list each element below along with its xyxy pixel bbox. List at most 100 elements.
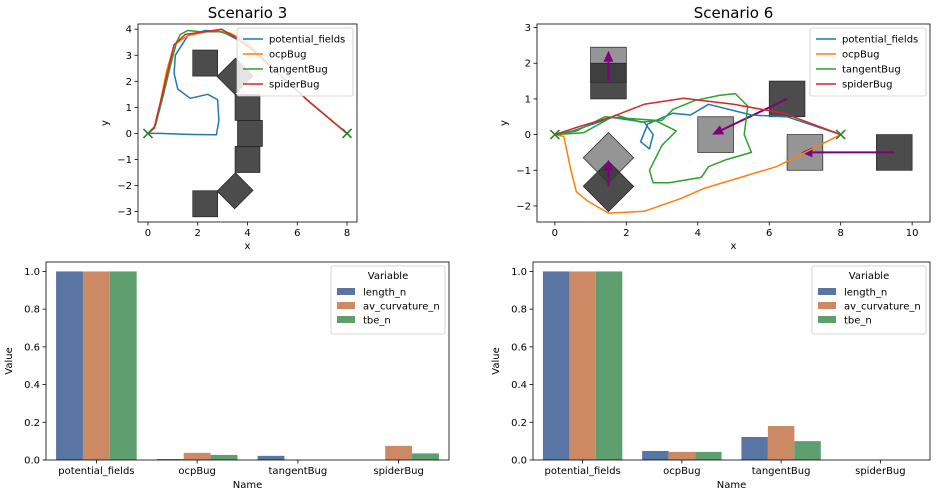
y-tick-label: 0.6: [511, 342, 527, 353]
bar-spiderbug-tbe-n: [412, 453, 439, 460]
bar-ocpbug-tbe-n: [210, 454, 238, 460]
legend: Variable length_n av_curvature_n tbe_n: [330, 265, 446, 335]
start-marker: [549, 129, 560, 140]
plot-area: [554, 46, 913, 214]
x-tick-label: 2: [623, 228, 629, 239]
legend-swatch-tbe-n: [818, 316, 836, 323]
legend-label-spiderbug: spiderBug: [269, 80, 320, 91]
obstacle: [216, 172, 254, 210]
legend-label-ocpbug: ocpBug: [269, 50, 307, 61]
bar-ocpbug-length-n: [156, 459, 184, 460]
y-tick-label: 1: [126, 103, 132, 114]
x-axis-label: Name: [233, 480, 263, 491]
bar-potential-fields-tbe-n: [109, 271, 137, 460]
y-tick-label: −2: [117, 181, 132, 192]
bar-ocpbug-tbe-n: [695, 451, 722, 460]
velocity-arrow: [721, 98, 788, 131]
x-tick-label: tangentBug: [269, 466, 328, 477]
y-tick-label: 1.0: [511, 267, 527, 278]
y-tick-label: 0: [126, 129, 132, 140]
x-tick-label: potential_fields: [58, 466, 134, 477]
y-tick-label: 0.2: [511, 418, 527, 429]
x-tick-label: spiderBug: [373, 466, 424, 477]
path-tangentbug: [554, 92, 753, 184]
y-tick-label: 0.4: [511, 380, 527, 391]
x-tick-label: ocpBug: [663, 466, 701, 477]
x-tick-label: ocpBug: [178, 466, 216, 477]
legend-swatch-tbe-n: [337, 316, 355, 323]
legend-box: [809, 27, 927, 97]
legend-label-tbe-n: tbe_n: [363, 316, 391, 327]
x-tick-label: 4: [244, 228, 250, 239]
y-tick-label: −2: [516, 201, 531, 212]
x-tick-label: tangentBug: [752, 466, 811, 477]
bar-tangentbug-length-n: [741, 436, 768, 460]
legend-label-tangentbug: tangentBug: [842, 65, 901, 76]
legend: potential_fields ocpBug tangentBug spiderBu…: [809, 27, 927, 97]
bar-ocpbug-av-curvature-n: [183, 452, 211, 460]
chart-title: Scenario 3: [208, 4, 288, 22]
bar-spiderbug-av-curvature-n: [385, 445, 413, 460]
bar-potential-fields-av-curvature-n: [569, 271, 596, 460]
x-tick-label: 6: [766, 228, 772, 239]
bar-potential-fields-av-curvature-n: [82, 271, 110, 460]
velocity-arrow-head: [712, 125, 725, 135]
chart-title: Scenario 6: [694, 4, 774, 22]
legend-label-potential-fields: potential_fields: [269, 35, 345, 46]
bar-tangentbug-tbe-n: [794, 441, 821, 460]
y-tick-label: 4: [126, 25, 132, 36]
y-tick-label: 0.6: [24, 342, 40, 353]
y-tick-label: 3: [126, 51, 132, 62]
y-tick-label: 0.0: [511, 456, 527, 467]
legend-label-tangentbug: tangentBug: [269, 65, 328, 76]
bar-tangentbug-length-n: [257, 455, 285, 460]
scenario-3-bar-chart: potential_fields ocpBug tangentBug spiderBu…: [4, 261, 450, 491]
bar-potential-fields-tbe-n: [595, 271, 623, 460]
velocity-arrow-head: [603, 50, 614, 62]
y-axis-label: Value: [491, 347, 502, 374]
legend-label-potential-fields: potential_fields: [842, 35, 918, 46]
x-tick-label: 4: [695, 228, 701, 239]
y-tick-label: 0.4: [24, 380, 40, 391]
y-tick-label: 0.8: [24, 305, 40, 316]
obstacle-ghost: [582, 132, 635, 184]
axes-frame: [45, 261, 450, 461]
y-tick-label: 0.8: [511, 305, 527, 316]
x-tick-label: 6: [294, 228, 300, 239]
x-tick-label: 0: [552, 228, 558, 239]
y-axis-label: y: [100, 120, 111, 126]
y-tick-label: 0.0: [24, 456, 40, 467]
start-marker: [142, 128, 154, 139]
legend: potential_fields ocpBug tangentBug spiderBu…: [236, 27, 354, 97]
legend-swatch-length-n: [337, 288, 355, 295]
obstacle: [234, 93, 261, 121]
x-tick-label: 8: [344, 228, 350, 239]
x-tick-label: spiderBug: [855, 466, 906, 477]
y-tick-label: 1: [525, 94, 531, 105]
bar-potential-fields-length-n: [56, 271, 83, 460]
legend-swatch-length-n: [818, 288, 836, 295]
legend-box: [236, 27, 354, 97]
bar-potential-fields-length-n: [542, 271, 570, 460]
legend-label-spiderbug: spiderBug: [842, 80, 893, 91]
y-tick-label: 2: [525, 59, 531, 70]
obstacle: [234, 146, 261, 173]
legend-box: [330, 265, 446, 335]
bar-ocpbug-av-curvature-n: [668, 451, 696, 460]
y-tick-label: 1.0: [24, 267, 40, 278]
legend-title: Variable: [849, 271, 890, 282]
y-axis-label: y: [499, 120, 510, 126]
legend-title: Variable: [368, 271, 409, 282]
axes-frame: [536, 23, 931, 223]
scenario-6-plot: 0 2 4 6 8 10 −2 −1 0 1 2 3 Scenario 6 x y potential_fie…: [499, 4, 931, 252]
legend-label-tbe-n: tbe_n: [844, 316, 872, 327]
goal-marker: [835, 129, 846, 140]
legend: Variable length_n av_curvature_n tbe_n: [811, 265, 927, 335]
x-axis-label: Name: [717, 480, 747, 491]
y-tick-label: 0.2: [24, 418, 40, 429]
path-ocpbug: [554, 133, 842, 214]
path-spiderbug: [554, 97, 841, 136]
velocity-arrow-head: [603, 159, 614, 171]
obstacle: [237, 120, 263, 147]
y-tick-label: −1: [516, 166, 531, 177]
